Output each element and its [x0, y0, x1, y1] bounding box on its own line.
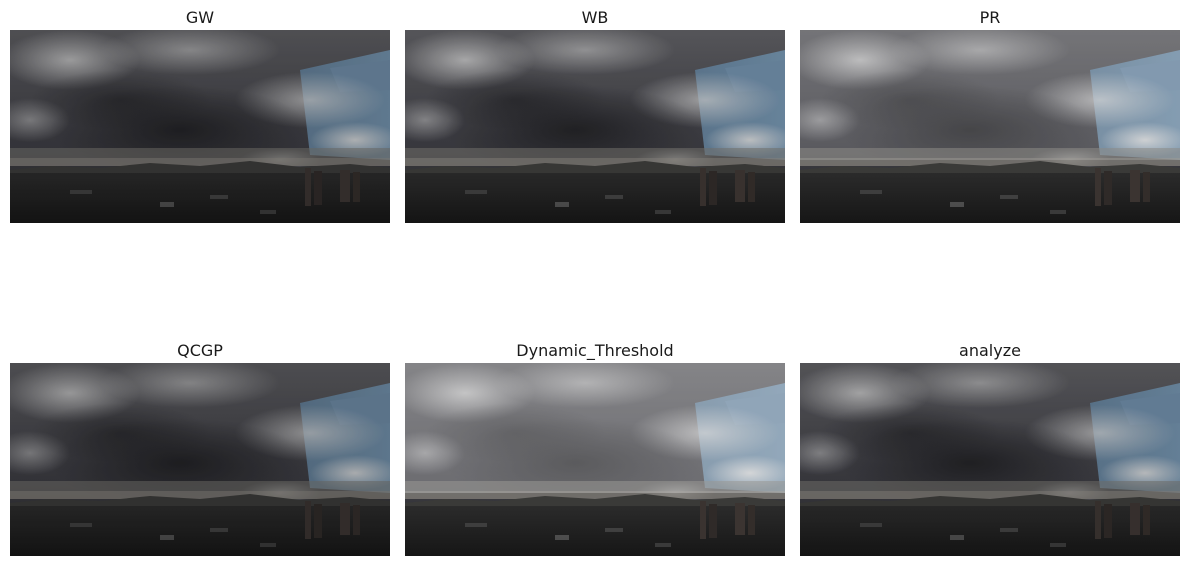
- panel-title: GW: [185, 8, 215, 27]
- panel-title: PR: [979, 8, 1001, 27]
- panel-title: QCGP: [177, 341, 223, 360]
- panel-title: analyze: [959, 341, 1021, 360]
- panel-title: Dynamic_Threshold: [516, 341, 674, 360]
- storm-cloud-photo: [10, 363, 390, 556]
- storm-cloud-photo: [405, 363, 785, 556]
- storm-cloud-photo: [10, 30, 390, 223]
- storm-cloud-photo: [405, 30, 785, 223]
- panel-title: WB: [581, 8, 609, 27]
- storm-cloud-photo: [800, 363, 1180, 556]
- storm-cloud-photo: [800, 30, 1180, 223]
